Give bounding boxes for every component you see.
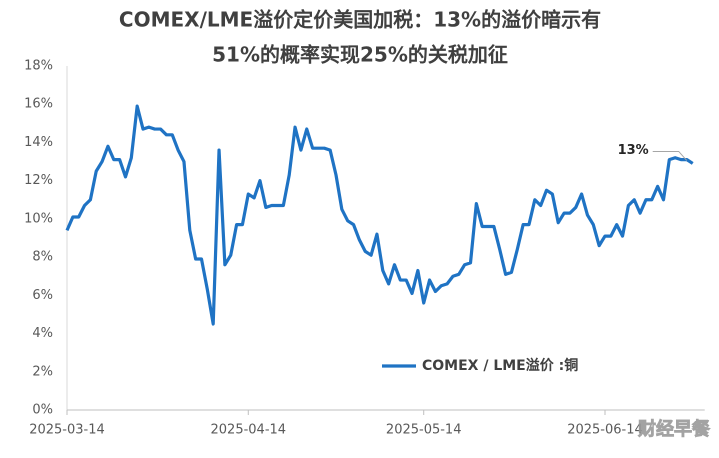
chart-title: COMEX/LME溢价定价美国加税：13%的溢价暗示有 bbox=[119, 8, 601, 32]
y-tick-label: 10% bbox=[24, 211, 53, 226]
x-tick-label: 2025-04-14 bbox=[211, 423, 287, 438]
annotation: 13% bbox=[618, 143, 649, 158]
y-tick-label: 2% bbox=[32, 364, 53, 379]
y-tick-label: 8% bbox=[32, 250, 53, 265]
watermark: 财经早餐 bbox=[638, 418, 711, 440]
y-tick-label: 6% bbox=[32, 288, 53, 303]
legend-label: COMEX / LME溢价 :铜 bbox=[422, 357, 578, 374]
y-tick-label: 4% bbox=[32, 326, 53, 341]
y-tick-label: 18% bbox=[24, 59, 53, 74]
x-tick-label: 2025-05-14 bbox=[386, 423, 462, 438]
y-tick-label: 14% bbox=[24, 135, 53, 150]
x-tick-label: 2025-03-14 bbox=[29, 423, 105, 438]
series-line bbox=[65, 104, 694, 326]
x-tick-label: 2025-06-14 bbox=[567, 423, 643, 438]
y-tick-label: 16% bbox=[24, 97, 53, 112]
chart-title: 51%的概率实现25%的关税加征 bbox=[212, 43, 508, 67]
annotation-leader bbox=[652, 150, 688, 161]
y-tick-label: 12% bbox=[24, 173, 53, 188]
y-tick-label: 0% bbox=[32, 403, 53, 418]
